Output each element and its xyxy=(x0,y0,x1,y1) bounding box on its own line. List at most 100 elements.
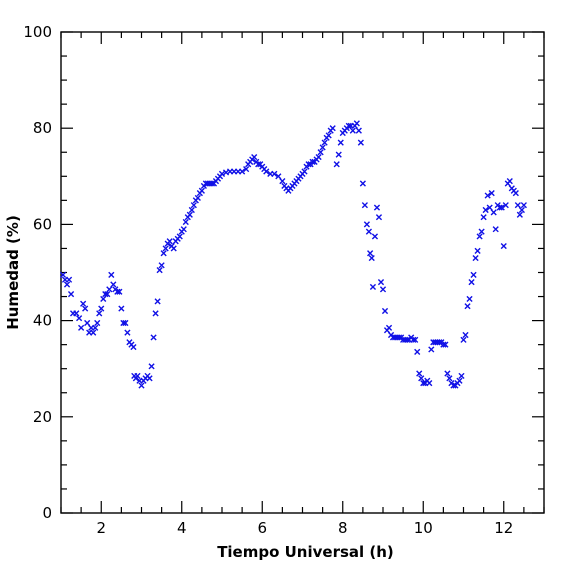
data-point xyxy=(484,192,491,199)
data-point xyxy=(345,122,352,129)
data-point xyxy=(385,324,393,331)
data-point xyxy=(251,153,258,161)
data-point xyxy=(317,149,324,156)
data-point xyxy=(170,245,177,252)
data-point xyxy=(418,375,425,382)
data-point xyxy=(176,233,183,240)
data-point xyxy=(404,336,411,343)
data-point xyxy=(410,336,417,343)
data-point xyxy=(84,319,91,327)
data-point xyxy=(73,310,80,317)
data-point xyxy=(335,151,342,158)
data-point xyxy=(120,319,127,327)
data-point xyxy=(255,161,262,168)
data-point xyxy=(412,336,419,343)
data-point xyxy=(98,305,105,312)
y-tick-label: 60 xyxy=(33,215,52,233)
data-point xyxy=(472,254,479,262)
data-point xyxy=(134,372,141,380)
data-point xyxy=(63,281,71,288)
data-point xyxy=(476,233,483,240)
data-point xyxy=(367,250,374,257)
data-point xyxy=(468,279,475,286)
data-point xyxy=(474,247,481,254)
data-point xyxy=(377,279,385,286)
data-point xyxy=(458,372,465,380)
data-point xyxy=(76,315,83,322)
data-point xyxy=(492,226,499,233)
data-point xyxy=(194,194,201,202)
data-point xyxy=(381,307,389,315)
data-point xyxy=(365,228,373,235)
data-point xyxy=(305,161,312,168)
data-point xyxy=(198,187,205,194)
data-point xyxy=(319,144,326,151)
data-point xyxy=(480,214,487,221)
data-point xyxy=(325,132,332,139)
data-point xyxy=(100,295,107,303)
data-point xyxy=(239,168,246,175)
data-point xyxy=(96,310,103,317)
data-point xyxy=(279,178,286,185)
data-point xyxy=(118,305,125,312)
data-point xyxy=(460,336,467,343)
data-point xyxy=(106,286,113,293)
x-axis-label: Tiempo Universal (h) xyxy=(217,543,394,561)
data-point xyxy=(102,291,109,298)
data-point xyxy=(80,300,87,307)
data-point xyxy=(498,204,505,211)
data-point xyxy=(486,204,493,211)
data-point xyxy=(90,329,97,336)
data-point xyxy=(190,202,197,209)
data-point xyxy=(146,375,153,382)
data-point xyxy=(208,180,216,187)
data-point xyxy=(512,190,519,197)
data-point xyxy=(420,380,427,387)
data-point xyxy=(349,127,356,134)
data-point xyxy=(482,206,489,214)
data-point xyxy=(359,180,366,187)
data-point xyxy=(218,170,226,177)
data-point xyxy=(379,286,387,293)
data-point xyxy=(488,190,495,197)
data-point xyxy=(516,211,523,218)
axis-ticks xyxy=(60,31,545,514)
data-point xyxy=(462,331,469,339)
data-point xyxy=(162,245,169,252)
data-point xyxy=(271,170,278,177)
data-point xyxy=(353,120,360,127)
data-point xyxy=(514,202,521,209)
data-point xyxy=(166,238,173,245)
data-point xyxy=(275,173,282,180)
data-point xyxy=(65,276,73,283)
data-point xyxy=(263,168,270,175)
data-point xyxy=(67,291,75,298)
data-point xyxy=(92,324,99,331)
data-point xyxy=(466,295,473,303)
tick-labels: 2 4 6 8 10 12 0 20 40 60 80 100 xyxy=(23,23,513,537)
data-point xyxy=(130,343,137,351)
x-tick-label: 6 xyxy=(257,519,267,537)
x-tick-label: 10 xyxy=(414,519,433,537)
data-point xyxy=(355,127,362,134)
data-point xyxy=(116,288,123,295)
data-point xyxy=(337,139,344,146)
x-tick-label: 8 xyxy=(338,519,348,537)
data-point xyxy=(500,242,507,250)
data-points xyxy=(59,120,527,389)
data-point xyxy=(94,319,101,327)
data-point xyxy=(361,202,368,209)
data-point xyxy=(82,305,89,312)
y-tick-label: 100 xyxy=(23,23,52,41)
data-point xyxy=(108,271,115,278)
data-point xyxy=(152,310,159,317)
data-point xyxy=(186,211,193,218)
data-point xyxy=(502,202,509,209)
data-point xyxy=(122,319,129,327)
data-point xyxy=(114,288,121,295)
data-point xyxy=(301,168,308,175)
y-tick-label: 0 xyxy=(42,504,52,522)
data-point xyxy=(309,158,316,165)
data-point xyxy=(59,271,67,278)
